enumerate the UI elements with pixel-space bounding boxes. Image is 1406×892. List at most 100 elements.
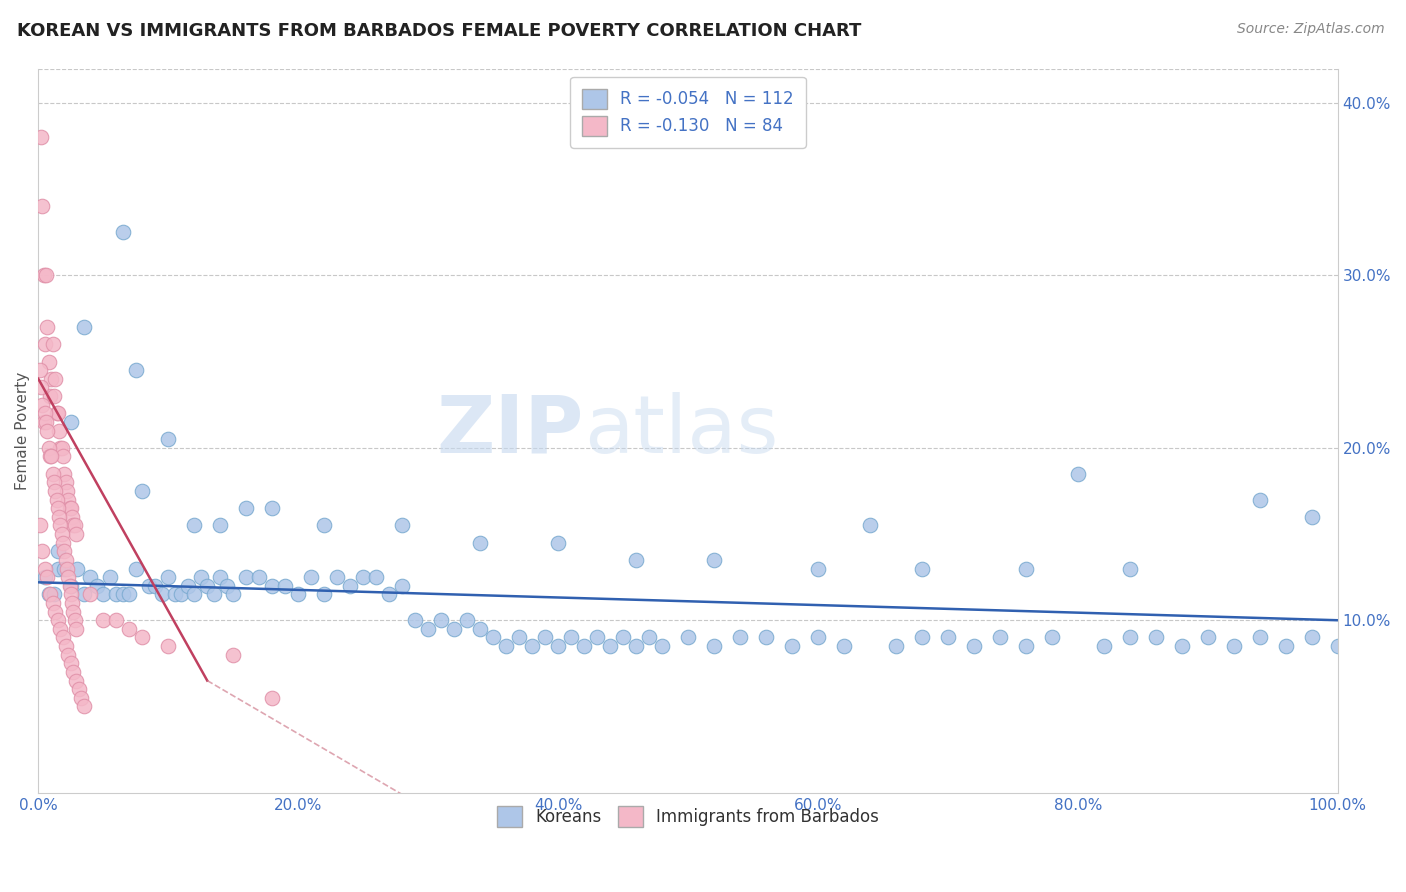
Point [235, 501, 257, 516]
Point [44, 605, 66, 619]
Point [560, 631, 582, 645]
Point [73, 699, 96, 714]
Point [46, 544, 69, 558]
Point [30, 130, 52, 145]
Point [287, 587, 309, 601]
Point [703, 639, 725, 653]
Point [32, 268, 55, 283]
Point [572, 639, 595, 653]
Text: atlas: atlas [583, 392, 779, 469]
Point [1119, 631, 1142, 645]
Point [56, 483, 79, 498]
Text: KOREAN VS IMMIGRANTS FROM BARBADOS FEMALE POVERTY CORRELATION CHART: KOREAN VS IMMIGRANTS FROM BARBADOS FEMAL… [17, 22, 862, 40]
Point [832, 639, 855, 653]
Point [404, 613, 426, 627]
Point [111, 587, 134, 601]
Point [138, 579, 160, 593]
Point [48, 509, 70, 524]
Point [86, 579, 108, 593]
Point [45, 406, 67, 420]
Point [638, 631, 661, 645]
Point [215, 579, 238, 593]
Point [1170, 639, 1192, 653]
Point [39, 587, 62, 601]
Point [624, 639, 647, 653]
Point [28, 363, 51, 377]
Point [35, 415, 58, 429]
Point [105, 613, 128, 627]
Point [91, 613, 114, 627]
Point [183, 587, 205, 601]
Point [28, 518, 51, 533]
Point [49, 518, 72, 533]
Point [39, 389, 62, 403]
Point [1015, 639, 1038, 653]
Point [39, 450, 62, 464]
Point [547, 535, 569, 549]
Point [391, 579, 413, 593]
Point [79, 587, 101, 601]
Point [59, 501, 82, 516]
Point [65, 527, 87, 541]
Point [59, 415, 82, 429]
Point [58, 570, 80, 584]
Point [1274, 639, 1296, 653]
Point [599, 639, 621, 653]
Point [299, 570, 322, 584]
Point [62, 665, 84, 679]
Point [339, 579, 361, 593]
Point [41, 337, 63, 351]
Point [91, 587, 114, 601]
Point [262, 579, 284, 593]
Point [1197, 631, 1219, 645]
Point [807, 631, 830, 645]
Legend: Koreans, Immigrants from Barbados: Koreans, Immigrants from Barbados [488, 798, 887, 835]
Point [468, 622, 491, 636]
Point [31, 199, 53, 213]
Point [1301, 509, 1323, 524]
Point [624, 553, 647, 567]
Point [728, 631, 751, 645]
Point [222, 587, 245, 601]
Point [34, 337, 56, 351]
Point [59, 587, 82, 601]
Point [177, 579, 200, 593]
Point [52, 535, 75, 549]
Point [157, 639, 180, 653]
Point [143, 579, 166, 593]
Point [41, 372, 63, 386]
Point [32, 415, 55, 429]
Point [366, 570, 388, 584]
Point [262, 501, 284, 516]
Point [235, 570, 257, 584]
Point [125, 363, 148, 377]
Point [326, 570, 349, 584]
Point [190, 570, 212, 584]
Point [118, 587, 141, 601]
Point [53, 467, 76, 481]
Y-axis label: Female Poverty: Female Poverty [15, 371, 30, 490]
Point [195, 579, 218, 593]
Point [44, 372, 66, 386]
Point [547, 639, 569, 653]
Point [118, 622, 141, 636]
Point [416, 622, 439, 636]
Point [911, 561, 934, 575]
Point [131, 631, 153, 645]
Point [482, 631, 505, 645]
Point [378, 587, 401, 601]
Point [586, 631, 609, 645]
Point [508, 631, 530, 645]
Point [807, 561, 830, 575]
Point [73, 320, 96, 334]
Point [1015, 561, 1038, 575]
Point [53, 544, 76, 558]
Point [391, 518, 413, 533]
Point [936, 631, 959, 645]
Point [42, 475, 65, 490]
Point [46, 561, 69, 575]
Point [456, 613, 478, 627]
Point [1067, 467, 1090, 481]
Point [44, 483, 66, 498]
Point [66, 561, 89, 575]
